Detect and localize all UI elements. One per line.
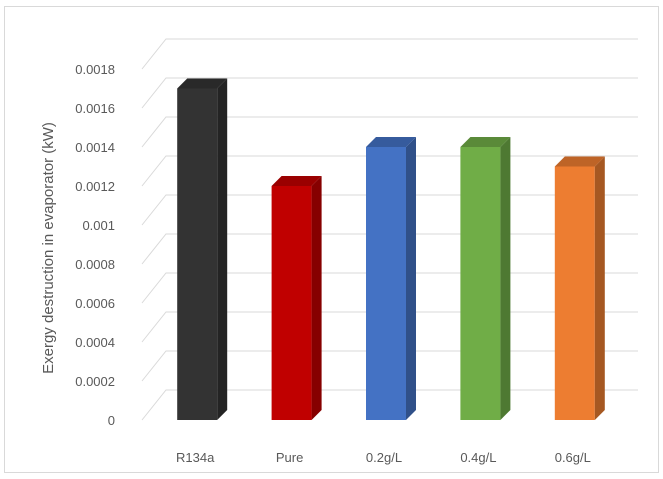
- gridline: [141, 77, 638, 109]
- y-axis-ticks: 0 0.0002 0.0004 0.0006 0.0008 0.001 0.0012 0.00…: [75, 62, 115, 428]
- y-tick-label: 0: [108, 413, 115, 428]
- bar-side: [311, 176, 322, 420]
- x-category-label: 0.2g/L: [366, 450, 402, 465]
- x-category-label: R134a: [176, 450, 215, 465]
- bar-0-2g-l: [366, 137, 416, 420]
- bar-0-4g-l: [460, 137, 511, 420]
- y-tick-label: 0.0006: [75, 296, 115, 311]
- x-category-label: 0.4g/L: [460, 450, 496, 465]
- bar-side: [217, 78, 228, 420]
- bar-top: [177, 78, 228, 89]
- bar-side: [500, 137, 511, 420]
- x-axis-categories: R134a Pure 0.2g/L 0.4g/L 0.6g/L: [176, 450, 591, 465]
- bar-side: [406, 137, 416, 420]
- bar-top: [460, 137, 511, 147]
- y-tick-label: 0.0002: [75, 374, 115, 389]
- bar-r134a: [177, 78, 228, 420]
- bar-front: [177, 88, 218, 420]
- y-tick-label: 0.0018: [75, 62, 115, 77]
- bar-front: [554, 166, 595, 420]
- bar-top: [366, 137, 416, 147]
- y-tick-label: 0.0004: [75, 335, 115, 350]
- bars: [177, 78, 605, 420]
- bar-0-6g-l: [554, 156, 605, 420]
- bar-top: [554, 156, 605, 167]
- y-tick-label: 0.0012: [75, 179, 115, 194]
- bar-front: [460, 147, 501, 420]
- y-tick-label: 0.001: [82, 218, 115, 233]
- y-axis-title: Exergy destruction in evaporator (kW): [40, 122, 57, 374]
- bar-top: [271, 176, 322, 186]
- y-tick-label: 0.0008: [75, 257, 115, 272]
- gridline: [141, 116, 638, 148]
- y-tick-label: 0.0014: [75, 140, 115, 155]
- chart-frame: [4, 6, 659, 473]
- bar-pure: [271, 176, 322, 420]
- y-tick-label: 0.0016: [75, 101, 115, 116]
- gridline: [141, 38, 638, 70]
- bar-front: [271, 186, 312, 420]
- x-category-label: 0.6g/L: [555, 450, 591, 465]
- bar-front: [366, 147, 406, 420]
- bar-side: [594, 156, 605, 420]
- x-category-label: Pure: [276, 450, 303, 465]
